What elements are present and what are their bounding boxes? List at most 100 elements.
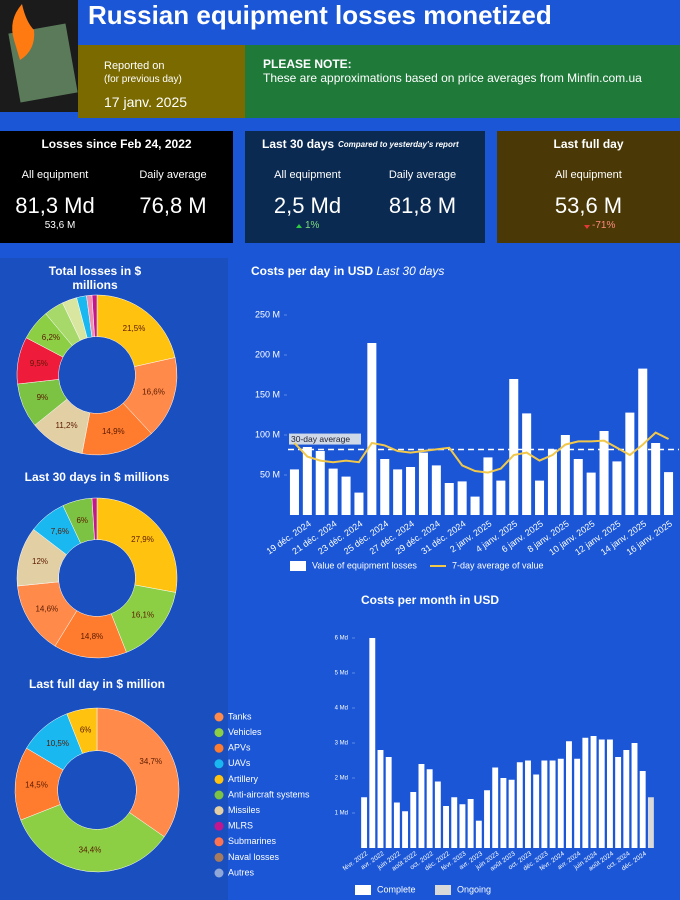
reported-date: 17 janv. 2025 — [104, 94, 188, 110]
bar — [509, 379, 519, 515]
down-arrow — [584, 225, 590, 229]
legend-swatch — [355, 885, 371, 895]
bar — [484, 790, 490, 848]
legend-swatch — [214, 774, 224, 784]
bar — [418, 764, 425, 848]
pie-slice — [91, 497, 98, 540]
y-tick-label: 2 Md — [335, 776, 348, 782]
kpi-title: Losses since Feb 24, 2022 — [41, 137, 192, 151]
pie-slice — [66, 707, 98, 754]
bar — [369, 638, 376, 848]
y-tick-label: 200 M — [255, 349, 280, 359]
note-text: These are approximations based on price … — [263, 71, 642, 85]
bar — [606, 739, 613, 848]
data-label: 7,6% — [51, 527, 69, 536]
bar — [623, 750, 630, 848]
legend-label: UAVs — [228, 758, 251, 768]
bar — [354, 492, 364, 515]
bar — [541, 760, 548, 848]
bar — [590, 736, 597, 848]
bar — [566, 741, 572, 848]
bar — [625, 412, 635, 515]
legend-label: Value of equipment losses — [312, 560, 417, 570]
reported-label: Reported on — [104, 60, 165, 72]
bar — [549, 760, 556, 848]
bar — [483, 457, 493, 515]
bar — [367, 343, 377, 515]
legend-swatch — [214, 743, 224, 753]
legend-swatch — [214, 728, 224, 738]
legend-label: MLRS — [228, 821, 253, 831]
kpi-change: -71% — [592, 220, 616, 231]
bar — [443, 806, 449, 848]
y-tick-label: 50 M — [260, 469, 280, 479]
legend-swatch — [214, 868, 224, 878]
data-label: 16,6% — [142, 388, 165, 397]
legend-label: Vehicles — [228, 727, 262, 737]
bar — [533, 774, 540, 848]
bar — [410, 792, 417, 848]
reference-label: 30-day average — [291, 434, 350, 444]
data-label: 6% — [76, 516, 88, 525]
legend-label: Naval losses — [228, 852, 280, 862]
legend-label: Anti-aircraft systems — [228, 789, 310, 799]
bar — [406, 467, 416, 515]
y-tick-label: 1 Md — [335, 811, 348, 817]
chart-title: Costs per day in USD Last 30 days — [251, 264, 444, 278]
data-label: 6,2% — [42, 333, 60, 342]
data-label: 14,8% — [80, 632, 103, 641]
bar — [393, 802, 400, 848]
page-title: Russian equipment losses monetized — [88, 0, 552, 30]
y-tick-label: 250 M — [255, 309, 280, 319]
y-tick-label: 3 Md — [335, 741, 348, 747]
legend-swatch — [214, 759, 224, 769]
bar — [457, 481, 467, 515]
data-label: 9% — [37, 393, 49, 402]
bar — [598, 739, 605, 848]
data-label: 34,7% — [139, 757, 162, 766]
bar — [361, 797, 368, 848]
bar — [470, 496, 480, 515]
y-tick-label: 6 Md — [335, 636, 348, 642]
bar — [557, 758, 564, 848]
kpi-title: Last full day — [553, 137, 624, 151]
bar — [586, 472, 596, 515]
bar — [599, 431, 609, 515]
data-label: 6% — [80, 726, 92, 735]
kpi-label: All equipment — [21, 169, 89, 181]
bar — [393, 469, 403, 515]
bar — [492, 767, 499, 848]
bar — [418, 452, 428, 515]
kpi-label: Daily average — [139, 169, 207, 181]
chart-title: Last full day in $ million — [28, 677, 166, 691]
kpi-value: 53,6 M — [554, 193, 623, 218]
bar — [612, 461, 622, 515]
legend-label: Artillery — [228, 774, 259, 784]
legend-label: APVs — [228, 743, 251, 753]
reported-box — [78, 45, 245, 118]
bar — [328, 468, 338, 515]
bar — [500, 778, 507, 848]
bar — [434, 781, 441, 848]
legend-label: Ongoing — [457, 884, 491, 894]
data-label: 12% — [32, 557, 48, 566]
legend-label: Autres — [228, 867, 255, 877]
legend-swatch — [435, 885, 451, 895]
bar — [431, 465, 441, 515]
bar — [535, 480, 545, 515]
data-label: 27,9% — [131, 535, 154, 544]
kpi-box — [245, 131, 485, 243]
bar — [426, 769, 433, 848]
pie-slice — [91, 294, 98, 337]
chart-title-text: Costs per day in USD — [251, 264, 374, 278]
bar — [573, 459, 583, 515]
bar — [560, 435, 570, 515]
kpi-label: All equipment — [274, 169, 341, 181]
line — [293, 431, 669, 474]
bar — [651, 443, 661, 515]
bar — [631, 743, 638, 848]
chart-title: Last 30 days in $ millions — [24, 470, 170, 484]
kpi-value: 76,8 M — [139, 193, 207, 218]
legend-swatch — [214, 712, 224, 722]
